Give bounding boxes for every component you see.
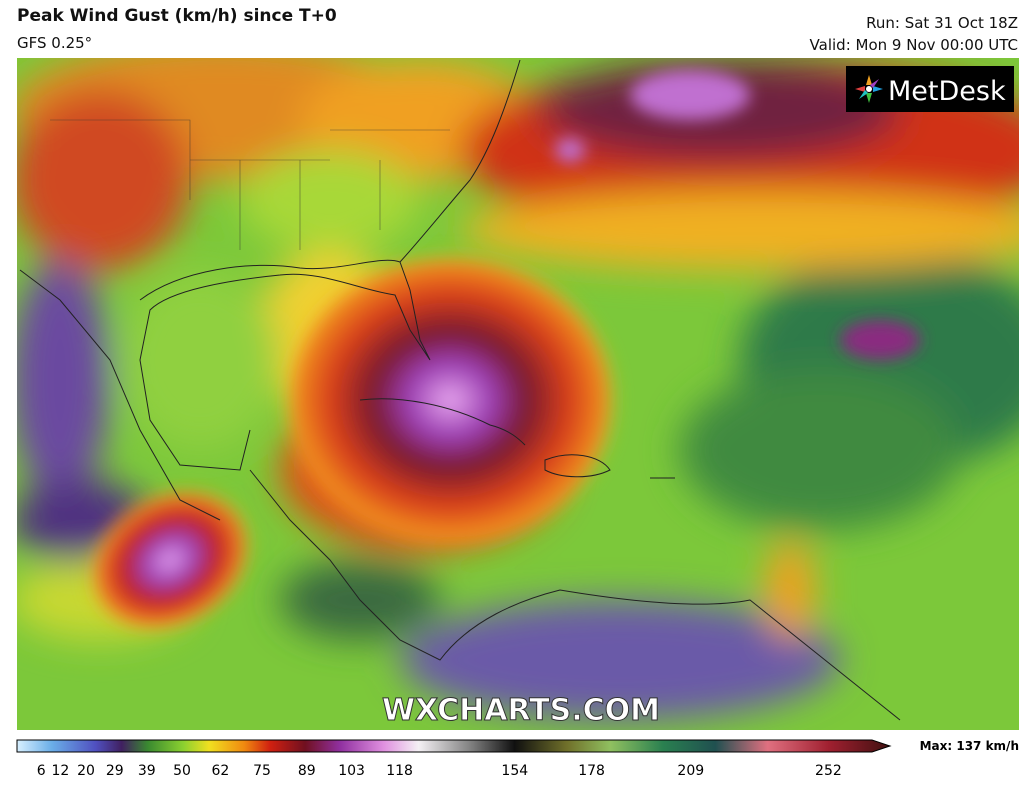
scale-tick-label: 62 (211, 763, 229, 779)
scale-tick-label: 29 (106, 763, 124, 779)
color-scale: Max: 137 km/h 6 12 20 29 39 50 62 75 89 103 118 154… (16, 739, 1019, 779)
scale-tick-label: 75 (253, 763, 271, 779)
valid-time: Valid: Mon 9 Nov 00:00 UTC (809, 36, 1018, 54)
scale-tick-label: 20 (77, 763, 95, 779)
model-name: GFS 0.25° (17, 34, 93, 52)
max-label: Max: 137 km/h (920, 739, 1019, 753)
scale-tick-label: 103 (338, 763, 365, 779)
scale-tick-label: 118 (386, 763, 413, 779)
logo: MetDesk (846, 66, 1014, 112)
scale-tick-label: 154 (501, 763, 528, 779)
map-title: Peak Wind Gust (km/h) since T+0 (17, 6, 337, 26)
map-field (17, 58, 1019, 730)
run-time: Run: Sat 31 Oct 18Z (866, 14, 1018, 32)
scale-tick-label: 252 (815, 763, 842, 779)
scale-tick-label: 89 (298, 763, 316, 779)
scale-tick-label: 50 (173, 763, 191, 779)
scale-tick-label: 12 (51, 763, 69, 779)
color-bar (16, 739, 892, 753)
scale-tick-label: 39 (138, 763, 156, 779)
scale-tick-label: 178 (578, 763, 605, 779)
logo-text: MetDesk (888, 76, 1006, 107)
coastlines (19, 59, 901, 721)
watermark: WXCHARTS.COM (382, 693, 660, 728)
scale-tick-label: 6 (37, 763, 46, 779)
scale-tick-label: 209 (677, 763, 704, 779)
